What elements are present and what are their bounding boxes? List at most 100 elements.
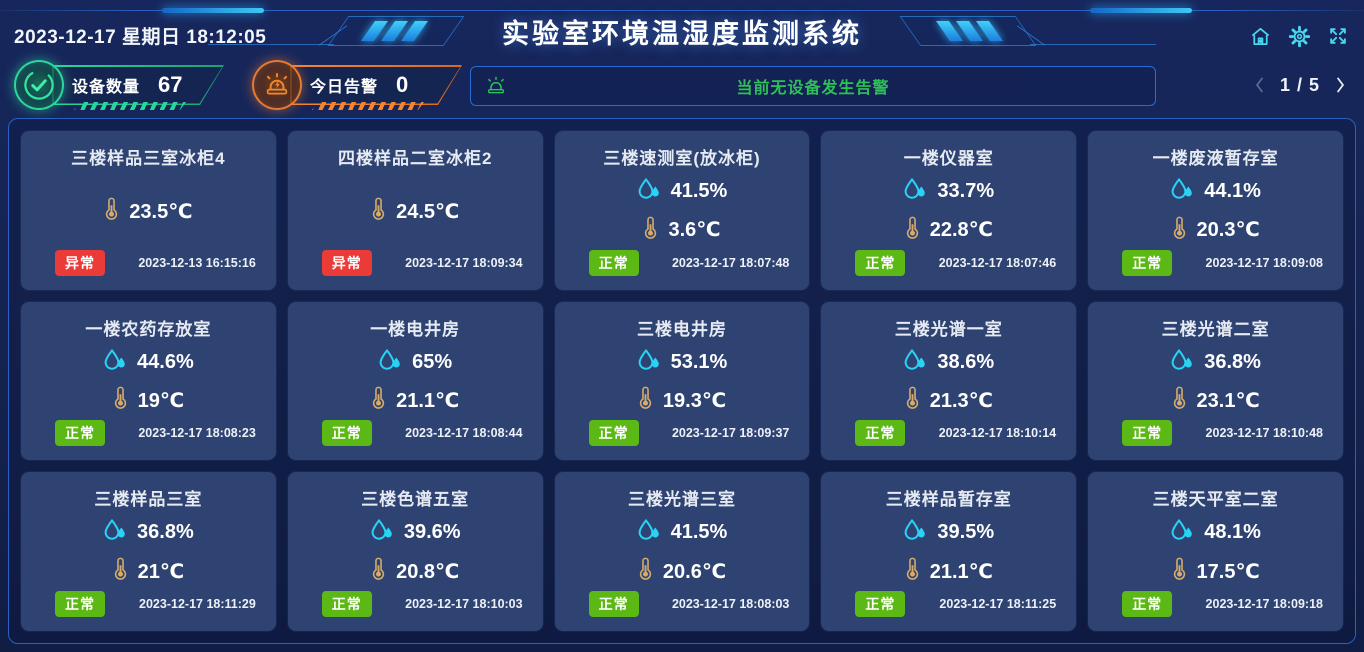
status-badge: 异常 (321, 249, 372, 276)
humidity-droplets-icon (637, 519, 661, 546)
humidity-value: 44.1% (1204, 179, 1261, 202)
device-card[interactable]: 三楼样品三室冰柜4 23.5℃ 异常 2023-12-13 16:15:16 (21, 131, 276, 290)
device-card[interactable]: 三楼电井房 53.1% 1 (554, 301, 810, 461)
chevron-left-icon[interactable] (1252, 74, 1268, 96)
timestamp: 2023-12-17 18:07:48 (671, 255, 790, 270)
device-card[interactable]: 三楼样品暂存室 39.5% (821, 472, 1077, 631)
humidity-reading: 41.5% (555, 519, 810, 546)
timestamp: 2023-12-17 18:11:25 (939, 597, 1057, 611)
humidity-reading: 36.8% (21, 519, 276, 546)
siren-icon (485, 76, 507, 96)
card-title: 三楼速测室(放冰柜) (603, 149, 761, 168)
humidity-droplets-icon (903, 177, 927, 205)
today-alarm-label: 今日告警 (310, 79, 379, 96)
temperature-value: 22.8℃ (929, 219, 993, 242)
card-title: 三楼样品三室冰柜4 (71, 149, 226, 168)
humidity-droplets-icon (103, 519, 127, 546)
humidity-value: 36.8% (1204, 350, 1261, 373)
status-badge: 异常 (55, 249, 105, 276)
temperature-value: 20.3℃ (1196, 219, 1260, 242)
status-badge: 正常 (855, 591, 906, 617)
temperature-value: 3.6℃ (668, 219, 721, 242)
device-card[interactable]: 一楼农药存放室 44.6% (21, 301, 276, 461)
status-badge: 正常 (588, 591, 639, 617)
fullscreen-icon[interactable] (1326, 24, 1350, 48)
humidity-reading: 38.6% (821, 348, 1076, 376)
home-icon[interactable] (1248, 24, 1272, 48)
humidity-reading: 44.1% (1088, 177, 1343, 205)
humidity-value: 39.5% (937, 521, 995, 544)
thermometer-icon (1172, 385, 1187, 415)
humidity-droplets-icon (903, 348, 927, 376)
pagination: 1 / 5 (1252, 74, 1348, 96)
device-card[interactable]: 一楼仪器室 33.7% 2 (821, 131, 1077, 290)
today-alarm-widget: 今日告警 0 (252, 60, 462, 110)
temperature-reading: 19℃ (21, 385, 276, 415)
header-glow-segment-left (162, 8, 264, 13)
timestamp: 2023-12-17 18:08:23 (138, 426, 256, 441)
thermometer-icon (905, 385, 920, 415)
temperature-value: 21.1℃ (929, 560, 993, 583)
status-badge: 正常 (55, 591, 105, 617)
thermometer-icon (113, 556, 128, 586)
gear-icon[interactable] (1287, 24, 1311, 48)
humidity-droplets-icon (637, 177, 661, 205)
chevron-right-icon[interactable] (1332, 74, 1348, 96)
thermometer-icon (371, 196, 386, 226)
timestamp: 2023-12-17 18:09:08 (1205, 255, 1323, 270)
device-card[interactable]: 四楼样品二室冰柜2 24.5℃ 异常 2023-12-17 18:09:34 (287, 131, 543, 290)
device-card[interactable]: 三楼光谱二室 36.8% (1088, 301, 1343, 461)
temperature-reading: 21℃ (21, 556, 276, 586)
timestamp: 2023-12-17 18:09:18 (1205, 597, 1323, 611)
temperature-reading: 21.1℃ (288, 385, 543, 415)
device-card[interactable]: 一楼废液暂存室 44.1% (1088, 131, 1343, 290)
today-alarm-value: 0 (396, 72, 409, 97)
humidity-droplets-icon (637, 348, 661, 376)
device-card[interactable]: 三楼光谱三室 41.5% (554, 472, 810, 631)
card-title: 三楼光谱一室 (894, 319, 1003, 339)
timestamp: 2023-12-13 16:15:16 (138, 255, 256, 270)
temperature-reading: 21.1℃ (821, 556, 1076, 586)
humidity-droplets-icon (378, 348, 402, 376)
humidity-reading: 48.1% (1088, 519, 1343, 546)
device-card[interactable]: 三楼样品三室 36.8% (21, 472, 276, 631)
timestamp: 2023-12-17 18:09:37 (671, 426, 790, 441)
humidity-reading: 39.6% (288, 519, 543, 546)
thermometer-icon (905, 215, 920, 245)
alert-ticker-bar: 当前无设备发生告警 (470, 66, 1156, 106)
temperature-value: 24.5℃ (396, 200, 460, 223)
temperature-reading: 20.6℃ (555, 556, 810, 586)
temperature-value: 21.1℃ (396, 389, 460, 412)
humidity-reading: 44.6% (21, 348, 276, 376)
temperature-reading: 22.8℃ (821, 215, 1076, 245)
datetime-display: 2023-12-17 星期日 18:12:05 (14, 27, 267, 48)
cards-panel: 三楼样品三室冰柜4 23.5℃ 异常 2023-12-13 16:15:16 四… (8, 118, 1356, 644)
humidity-value: 44.6% (137, 350, 194, 373)
humidity-droplets-icon (1170, 519, 1194, 546)
thermometer-icon (371, 556, 386, 586)
thermometer-icon (638, 385, 653, 415)
timestamp: 2023-12-17 18:10:14 (938, 426, 1057, 441)
device-card[interactable]: 三楼速测室(放冰柜) 41.5% (554, 131, 810, 290)
temperature-reading: 20.3℃ (1088, 215, 1343, 245)
temperature-value: 19.3℃ (662, 389, 727, 412)
device-count-value: 67 (158, 72, 183, 97)
thermometer-icon (371, 385, 386, 415)
thermometer-icon (104, 196, 119, 226)
card-title: 一楼仪器室 (903, 149, 994, 168)
thermometer-icon (643, 215, 658, 245)
temperature-value: 19℃ (137, 389, 185, 412)
humidity-value: 48.1% (1204, 521, 1261, 544)
page-title: 实验室环境温湿度监测系统 (502, 19, 862, 49)
device-card[interactable]: 一楼电井房 65% 21. (287, 301, 543, 461)
device-card[interactable]: 三楼天平室二室 48.1% (1088, 472, 1343, 631)
humidity-value: 39.6% (403, 521, 461, 544)
thermometer-icon (638, 556, 653, 586)
timestamp: 2023-12-17 18:11:29 (139, 597, 256, 611)
card-title: 一楼农药存放室 (85, 319, 212, 339)
humidity-droplets-icon (1170, 348, 1194, 376)
alert-message: 当前无设备发生告警 (736, 80, 890, 97)
device-card[interactable]: 三楼色谱五室 39.6% (287, 472, 543, 631)
temperature-value: 21.3℃ (929, 389, 993, 412)
device-card[interactable]: 三楼光谱一室 38.6% (821, 301, 1077, 461)
